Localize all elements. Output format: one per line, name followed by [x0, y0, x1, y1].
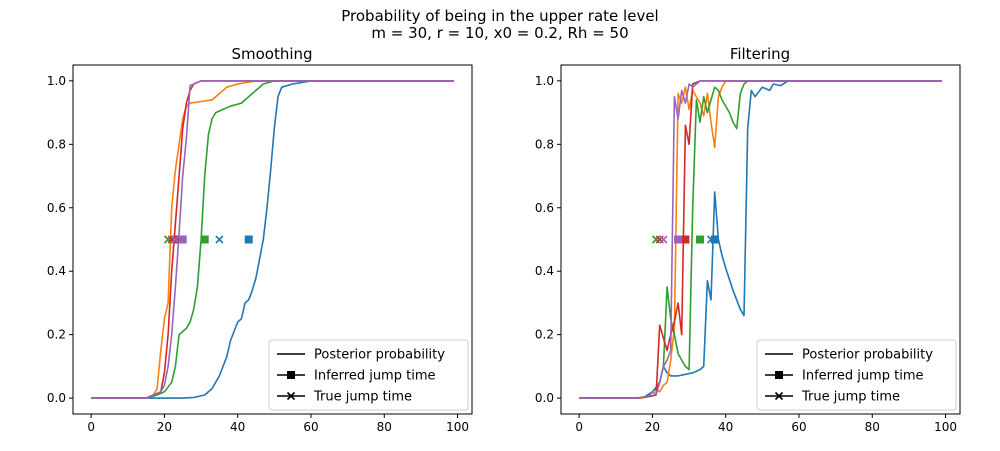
legend-label: Inferred jump time — [314, 369, 435, 384]
y-tick-label: 0.4 — [535, 264, 554, 278]
series-line-3 — [579, 80, 942, 399]
x-tick-label: 20 — [157, 420, 172, 434]
inferred-jump-marker-4 — [674, 235, 683, 244]
legend-x-marker — [774, 391, 784, 401]
x-tick-label: 40 — [718, 420, 733, 434]
x-tick-label: 100 — [934, 420, 957, 434]
figure-title-line1: Probability of being in the upper rate l… — [341, 7, 658, 25]
y-tick-label: 0.8 — [535, 137, 554, 151]
figure-title-line2: m = 30, r = 10, x0 = 0.2, Rh = 50 — [371, 24, 628, 42]
panel-title: Filtering — [730, 45, 790, 63]
panel-title: Smoothing — [231, 45, 312, 63]
x-tick-label: 80 — [865, 420, 880, 434]
inferred-jump-marker-0 — [244, 235, 253, 244]
legend-label: Posterior probability — [314, 348, 445, 363]
series-line-1 — [91, 80, 454, 399]
series-line-4 — [579, 80, 942, 399]
legend-label: Inferred jump time — [802, 369, 923, 384]
series-line-4 — [91, 80, 454, 399]
y-tick-label: 0.8 — [47, 137, 66, 151]
axes-frame — [72, 64, 473, 415]
true-jump-marker-3 — [655, 235, 664, 244]
y-tick-label: 1.0 — [535, 74, 554, 88]
y-tick-label: 0.2 — [535, 328, 554, 342]
y-tick-label: 0.0 — [47, 391, 66, 405]
legend: Posterior probability Inferred jump time T… — [756, 339, 957, 411]
filtering-panel: Filtering 0 20 40 60 80 100 0.0 0.2 0.4 0.6 0.8 1.0… — [535, 45, 961, 434]
legend-box — [268, 339, 469, 411]
x-tick-label: 0 — [87, 420, 95, 434]
true-jump-marker-2 — [652, 235, 661, 244]
true-jump-marker-0 — [215, 235, 224, 244]
y-tick-label: 0.6 — [47, 201, 66, 215]
x-tick-label: 0 — [575, 420, 583, 434]
inferred-jump-marker-0 — [710, 235, 719, 244]
legend-square-marker — [287, 371, 295, 379]
x-tick-label: 20 — [645, 420, 660, 434]
legend-x-marker — [286, 391, 296, 401]
y-tick-label: 1.0 — [47, 74, 66, 88]
x-tick-label: 60 — [791, 420, 806, 434]
true-jump-marker-4 — [659, 235, 668, 244]
y-tick-label: 0.4 — [47, 264, 66, 278]
legend-label: Posterior probability — [802, 348, 933, 363]
inferred-jump-marker-4 — [178, 235, 187, 244]
smoothing-panel: Smoothing 0 20 40 60 80 100 0.0 0.2 0.4 0.6 0.8 1.0… — [47, 45, 473, 434]
y-tick-label: 0.2 — [47, 328, 66, 342]
x-tick-label: 80 — [377, 420, 392, 434]
inferred-jump-marker-2 — [200, 235, 209, 244]
true-jump-marker-4 — [171, 235, 180, 244]
x-tick-label: 100 — [446, 420, 469, 434]
true-jump-marker-0 — [706, 235, 716, 244]
y-tick-label: 0.0 — [535, 391, 554, 405]
legend-label: True jump time — [801, 390, 900, 405]
axes-frame — [560, 64, 961, 415]
x-tick-label: 60 — [303, 420, 318, 434]
legend: Posterior probability Inferred jump time T… — [268, 339, 469, 411]
inferred-jump-marker-2 — [696, 235, 705, 244]
x-tick-label: 40 — [230, 420, 245, 434]
legend-box — [756, 339, 957, 411]
legend-label: True jump time — [313, 390, 412, 405]
legend-square-marker — [775, 371, 783, 379]
series-line-0 — [91, 80, 454, 399]
y-tick-label: 0.6 — [535, 201, 554, 215]
inferred-jump-marker-3 — [681, 235, 690, 244]
